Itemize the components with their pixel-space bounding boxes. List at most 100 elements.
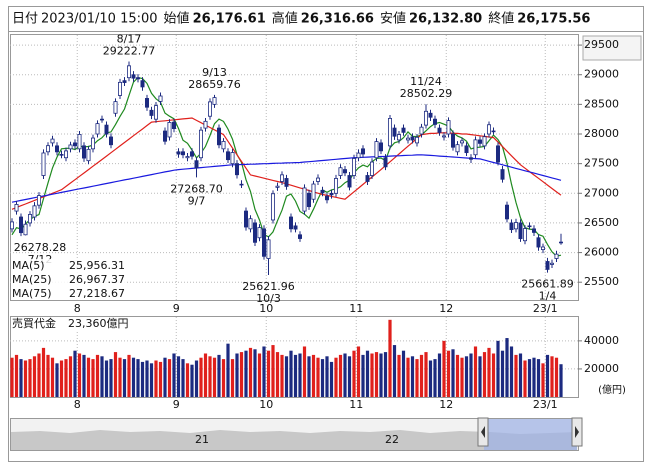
y-tick-label: 27500: [584, 157, 619, 170]
candle-body: [27, 214, 32, 224]
candle-body: [68, 144, 73, 150]
volume-bar: [73, 350, 77, 397]
x-tick-label: 23/1: [533, 398, 558, 411]
volume-bar: [329, 361, 334, 397]
candle-body: [64, 150, 69, 159]
candle-body: [73, 142, 78, 147]
volume-bar: [532, 357, 536, 397]
candle-body: [410, 136, 415, 141]
volume-bar: [185, 363, 190, 397]
volume-bar: [347, 356, 352, 397]
candle-body: [419, 126, 424, 135]
volume-bar: [158, 361, 163, 397]
candle-body: [550, 262, 555, 265]
handle-arrow: [481, 426, 485, 438]
candle-body: [55, 145, 60, 153]
header-value: 26,316.66: [301, 12, 374, 27]
volume-bar: [167, 359, 172, 397]
candle-body: [32, 205, 37, 218]
candle-body: [203, 120, 208, 129]
volume-bar: [460, 357, 464, 397]
x-tick-label: 8: [74, 302, 81, 315]
volume-bar: [514, 354, 518, 397]
volume-bar: [14, 354, 19, 397]
volume-bar: [455, 354, 460, 397]
candle-body: [473, 139, 478, 156]
candle-body: [113, 101, 118, 114]
volume-bar: [469, 353, 473, 397]
x-tick-label: 10: [259, 398, 273, 411]
candle-body: [356, 152, 361, 159]
annotation-value: 25661.89: [521, 278, 574, 291]
volume-bar: [536, 359, 541, 397]
volume-bar: [415, 359, 419, 397]
volume-bar: [424, 352, 428, 397]
candle-body: [504, 204, 509, 220]
navigator[interactable]: 21 22: [10, 417, 583, 451]
volume-bar: [32, 356, 37, 397]
legend-name: MA(25): [12, 273, 52, 286]
volume-bar: [352, 350, 356, 397]
candle-body: [486, 124, 491, 135]
volume-bar: [199, 357, 203, 397]
volume-bar: [86, 357, 91, 397]
volume-bar: [293, 354, 298, 397]
axis-button[interactable]: [582, 35, 642, 61]
y-tick-label: 40000: [584, 334, 619, 347]
volume-bar: [338, 354, 343, 397]
volume-bar: [496, 340, 500, 397]
candle-body: [495, 145, 500, 163]
candle-body: [387, 118, 392, 147]
volume-bar: [307, 356, 311, 397]
volume-bar: [406, 357, 410, 397]
candle-body: [18, 216, 23, 234]
volume-bar: [419, 354, 424, 397]
candle-body: [207, 101, 212, 117]
candle-body: [275, 185, 280, 188]
candle-body: [77, 134, 82, 150]
candle-body: [162, 130, 167, 142]
x-tick-label: 10: [259, 302, 273, 315]
annotation-value: 28659.76: [188, 78, 241, 91]
volume-title: 売買代金: [12, 316, 56, 330]
volume-bar: [235, 353, 239, 397]
volume-bar: [239, 352, 244, 397]
x-tick-label: 9: [173, 302, 180, 315]
volume-bar: [410, 356, 415, 397]
y-tick-label: 26000: [584, 246, 619, 259]
volume-bar: [109, 359, 113, 397]
annotation-value: 27268.70: [170, 182, 223, 195]
volume-bar: [280, 354, 284, 397]
volume-bar: [50, 357, 55, 397]
volume-bar: [163, 357, 167, 397]
annotation-value: 25621.96: [242, 280, 295, 293]
navigator-selection[interactable]: [484, 419, 577, 450]
volume-bar: [379, 353, 383, 397]
volume-bar: [428, 360, 433, 397]
volume-bar: [10, 357, 14, 397]
volume-bar: [59, 360, 64, 397]
candle-body: [306, 192, 311, 208]
candle-body: [171, 121, 176, 130]
volume-bar: [446, 350, 451, 397]
annotation-date: 9/13: [202, 66, 227, 79]
legend-value: 25,956.31: [69, 259, 125, 272]
candle-body: [523, 228, 528, 242]
candle-body: [329, 192, 334, 196]
candle-body: [491, 130, 496, 133]
candle-body: [86, 148, 91, 162]
legend-value: 26,967.37: [69, 273, 125, 286]
volume-bar: [487, 347, 491, 397]
volume-bar: [374, 352, 379, 397]
volume-bar: [464, 356, 469, 397]
volume-bar: [244, 350, 248, 397]
candle-body: [401, 127, 406, 133]
volume-bar: [433, 359, 437, 397]
volume-bar: [397, 354, 401, 397]
legend-name: MA(5): [12, 259, 45, 272]
candle-body: [450, 133, 455, 148]
volume-bar: [212, 357, 217, 397]
volume-bar: [482, 352, 487, 397]
volume-bar: [176, 356, 181, 397]
candle-body: [536, 237, 541, 248]
